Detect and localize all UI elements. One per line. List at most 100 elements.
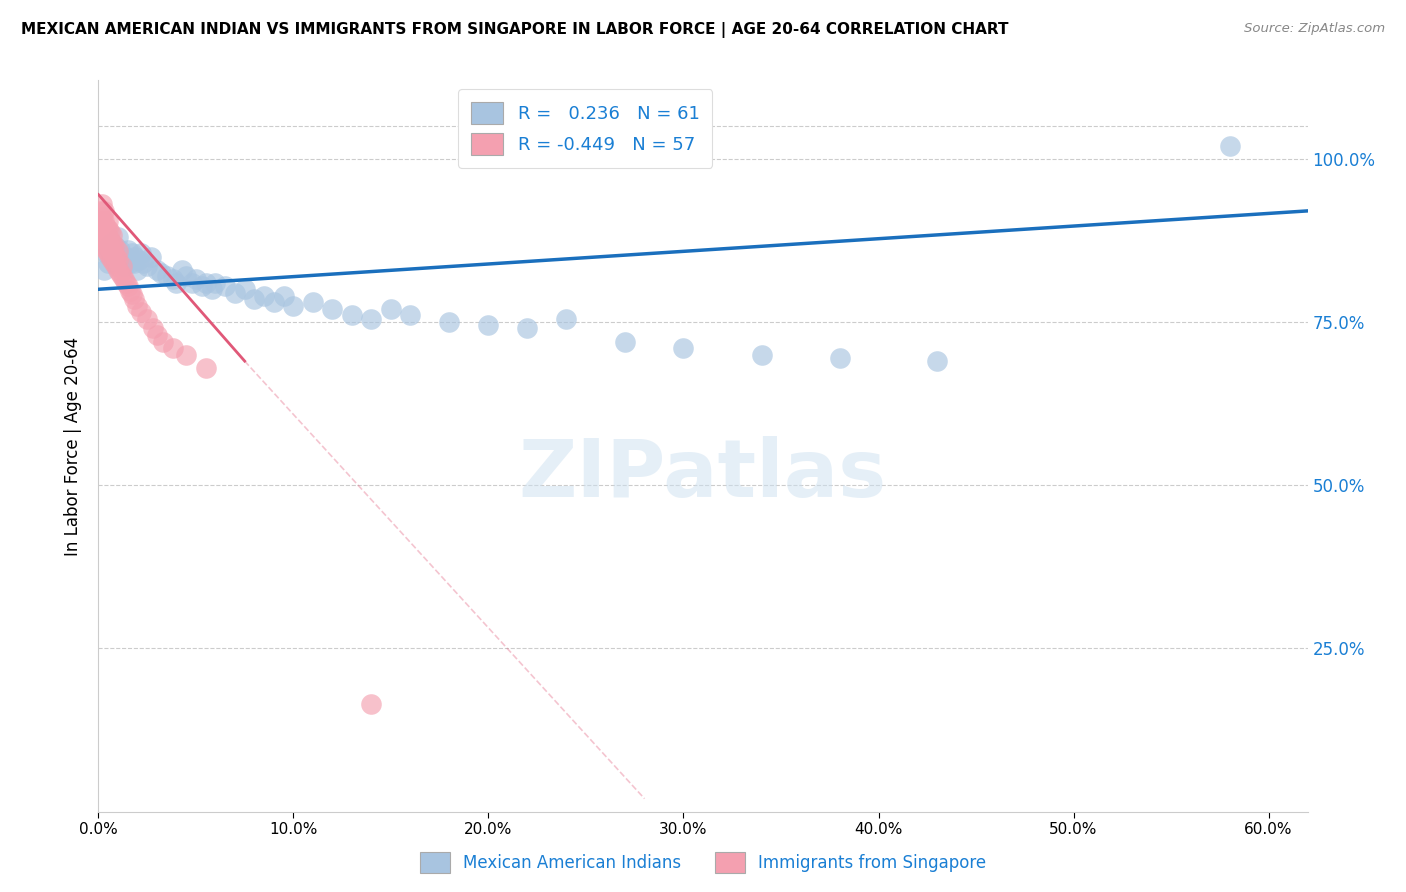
Point xyxy=(91,211,114,225)
Point xyxy=(204,276,226,290)
Point xyxy=(283,299,305,313)
Point xyxy=(194,276,217,290)
Point xyxy=(117,243,139,257)
Point xyxy=(104,260,127,274)
Point xyxy=(118,284,141,298)
Point xyxy=(214,279,236,293)
Point xyxy=(184,272,207,286)
Point xyxy=(104,240,127,254)
Point xyxy=(263,295,285,310)
Legend: Mexican American Indians, Immigrants from Singapore: Mexican American Indians, Immigrants fro… xyxy=(413,846,993,880)
Point xyxy=(108,243,131,257)
Point xyxy=(107,262,129,277)
Point xyxy=(96,243,118,257)
Point xyxy=(103,246,125,260)
Point xyxy=(97,221,120,235)
Point xyxy=(112,272,135,286)
Point xyxy=(165,276,187,290)
Point xyxy=(273,289,295,303)
Point xyxy=(96,227,118,241)
Point xyxy=(172,262,194,277)
Point xyxy=(98,225,121,239)
Point xyxy=(107,230,129,244)
Point xyxy=(139,250,162,264)
Legend: R =   0.236   N = 61, R = -0.449   N = 57: R = 0.236 N = 61, R = -0.449 N = 57 xyxy=(458,89,713,168)
Point xyxy=(101,252,124,267)
Point xyxy=(127,262,149,277)
Point xyxy=(101,228,124,243)
Point xyxy=(98,250,121,264)
Y-axis label: In Labor Force | Age 20-64: In Labor Force | Age 20-64 xyxy=(65,336,83,556)
Point xyxy=(107,244,129,259)
Point xyxy=(302,295,325,310)
Point xyxy=(93,233,115,247)
Point xyxy=(672,341,695,355)
Point xyxy=(93,240,115,254)
Point xyxy=(253,289,276,303)
Point xyxy=(122,292,145,306)
Point xyxy=(96,235,118,250)
Point xyxy=(128,252,150,267)
Point xyxy=(91,227,114,241)
Point xyxy=(124,250,146,264)
Point xyxy=(103,238,125,252)
Point xyxy=(112,260,135,274)
Point xyxy=(98,236,121,251)
Point xyxy=(101,246,124,260)
Point xyxy=(111,252,134,267)
Point xyxy=(200,282,222,296)
Point xyxy=(97,238,120,252)
Point xyxy=(114,276,136,290)
Point xyxy=(103,256,125,270)
Point xyxy=(132,256,155,270)
Point xyxy=(104,250,127,264)
Point xyxy=(146,328,169,343)
Point xyxy=(243,292,266,306)
Point xyxy=(93,203,115,218)
Point xyxy=(174,269,197,284)
Point xyxy=(191,279,214,293)
Point xyxy=(146,262,169,277)
Point xyxy=(131,305,153,319)
Point xyxy=(233,282,256,296)
Point xyxy=(122,256,145,270)
Point xyxy=(91,197,114,211)
Point xyxy=(614,334,637,349)
Point xyxy=(555,311,578,326)
Point xyxy=(399,309,422,323)
Point xyxy=(107,252,129,267)
Text: Source: ZipAtlas.com: Source: ZipAtlas.com xyxy=(1244,22,1385,36)
Point xyxy=(149,266,172,280)
Point xyxy=(93,262,115,277)
Point xyxy=(194,360,217,375)
Point xyxy=(162,272,184,286)
Point xyxy=(751,348,773,362)
Point xyxy=(93,213,115,227)
Point xyxy=(127,299,149,313)
Point xyxy=(181,276,204,290)
Point xyxy=(98,242,121,256)
Point xyxy=(142,321,165,335)
Point xyxy=(98,233,121,247)
Point xyxy=(136,260,159,274)
Point xyxy=(321,301,343,316)
Point xyxy=(93,223,115,237)
Point xyxy=(1219,138,1241,153)
Point xyxy=(152,334,174,349)
Point xyxy=(121,287,143,301)
Point xyxy=(828,351,851,365)
Point xyxy=(111,269,134,284)
Point xyxy=(103,252,125,267)
Point xyxy=(89,203,111,218)
Point xyxy=(156,269,179,284)
Point xyxy=(91,236,114,251)
Point xyxy=(162,341,184,355)
Point xyxy=(380,301,402,316)
Point xyxy=(136,311,159,326)
Point xyxy=(516,321,538,335)
Point xyxy=(360,697,382,711)
Point xyxy=(108,266,131,280)
Text: ZIPatlas: ZIPatlas xyxy=(519,436,887,515)
Point xyxy=(96,220,118,235)
Point xyxy=(439,315,461,329)
